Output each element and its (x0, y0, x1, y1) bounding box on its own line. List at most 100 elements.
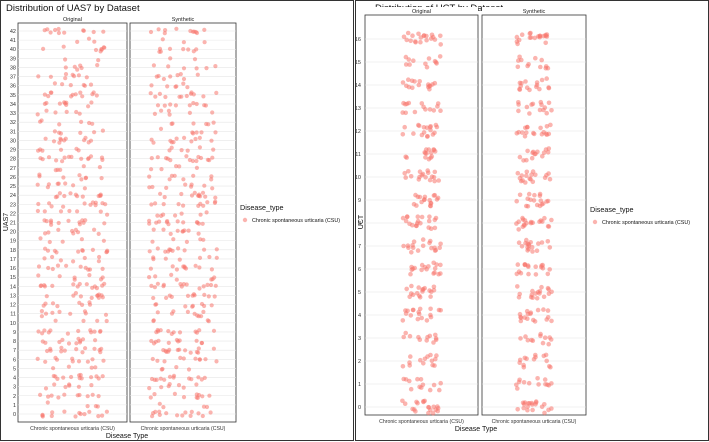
data-point (431, 271, 436, 276)
data-point (69, 94, 74, 99)
data-point (525, 124, 530, 130)
data-point (177, 330, 183, 335)
data-point (519, 244, 525, 249)
data-point (544, 358, 549, 364)
data-point (36, 329, 41, 334)
data-point (529, 402, 535, 407)
data-point (515, 262, 521, 267)
data-point (35, 112, 40, 117)
data-point (57, 101, 63, 106)
data-point (181, 356, 186, 361)
y-tick-label: 6 (13, 357, 16, 363)
data-point (202, 183, 207, 188)
y-tick-label: 0 (358, 405, 361, 411)
data-point (191, 101, 196, 106)
data-point (406, 77, 411, 82)
data-point (154, 220, 159, 225)
y-tick-label: 7 (13, 348, 16, 354)
data-point (432, 178, 437, 184)
data-point (178, 72, 183, 77)
y-tick-label: 28 (10, 157, 16, 163)
data-point (415, 316, 421, 322)
data-point (155, 103, 161, 108)
data-point (414, 203, 419, 208)
data-point (525, 204, 531, 209)
data-point (517, 360, 522, 366)
data-point (431, 284, 437, 290)
data-point (93, 203, 98, 208)
data-point (97, 254, 102, 260)
data-point (155, 310, 160, 315)
data-point (57, 309, 62, 314)
data-point (539, 57, 544, 63)
data-point (538, 333, 543, 339)
data-point (422, 197, 427, 202)
data-point (424, 33, 429, 39)
data-point (409, 283, 414, 289)
data-point (77, 373, 82, 378)
data-point (89, 365, 94, 370)
y-tick-label: 13 (355, 106, 361, 112)
data-point (408, 174, 414, 179)
data-point (514, 382, 519, 388)
data-point (434, 197, 440, 202)
data-point (418, 357, 423, 363)
data-point (204, 210, 209, 215)
data-point (402, 170, 408, 176)
data-point (408, 313, 414, 318)
data-point (78, 294, 83, 299)
data-point (150, 414, 155, 419)
data-point (400, 132, 406, 137)
y-tick-label: 32 (10, 120, 16, 126)
data-point (209, 174, 214, 179)
data-point (85, 359, 90, 364)
data-point (46, 230, 51, 235)
y-tick-label: 41 (10, 38, 16, 44)
data-point (36, 273, 41, 278)
data-point (410, 85, 415, 91)
data-point (90, 121, 95, 126)
data-point (213, 283, 218, 288)
data-point (82, 201, 87, 206)
data-point (428, 155, 434, 160)
data-point (545, 198, 551, 204)
data-point (438, 33, 443, 39)
data-point (545, 308, 551, 313)
data-point (153, 201, 158, 206)
data-point (543, 64, 549, 69)
data-point (194, 382, 199, 387)
data-point (191, 131, 196, 136)
data-point (68, 311, 73, 316)
y-tick-label: 18 (10, 248, 16, 254)
data-point (164, 185, 169, 190)
data-point (524, 130, 529, 135)
data-point (435, 101, 441, 106)
data-point (48, 74, 54, 79)
data-point (535, 376, 540, 381)
data-point (208, 410, 213, 415)
data-point (520, 130, 525, 135)
data-point (400, 80, 406, 85)
data-point (177, 257, 182, 262)
data-point (92, 329, 97, 334)
data-point (433, 247, 439, 253)
data-point (181, 81, 186, 86)
data-point (174, 164, 179, 169)
data-point (79, 237, 84, 242)
data-point (428, 352, 433, 358)
y-tick-label: 15 (355, 60, 361, 66)
data-point (79, 376, 84, 381)
data-point (179, 191, 184, 197)
data-point (544, 110, 549, 116)
data-point (415, 248, 421, 253)
data-point (427, 288, 432, 293)
data-point (521, 405, 526, 411)
data-point (102, 221, 107, 226)
data-point (179, 284, 184, 289)
y-tick-label: 21 (10, 221, 16, 227)
data-point (52, 129, 58, 134)
data-point (53, 355, 58, 360)
data-point (94, 93, 99, 98)
data-point (539, 404, 545, 410)
y-tick-label: 29 (10, 148, 16, 154)
